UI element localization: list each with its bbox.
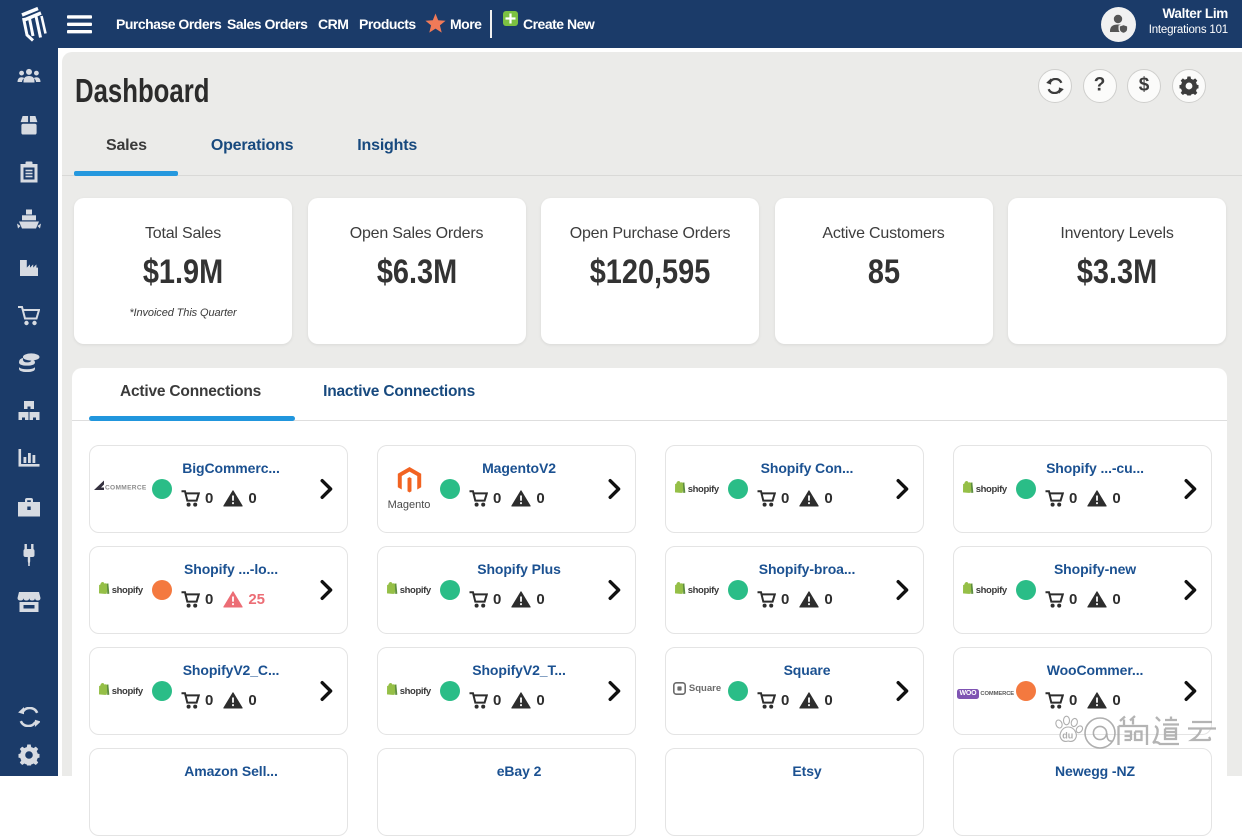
svg-text:COMMERCE: COMMERCE	[105, 485, 147, 492]
svg-text:du: du	[1062, 731, 1073, 741]
